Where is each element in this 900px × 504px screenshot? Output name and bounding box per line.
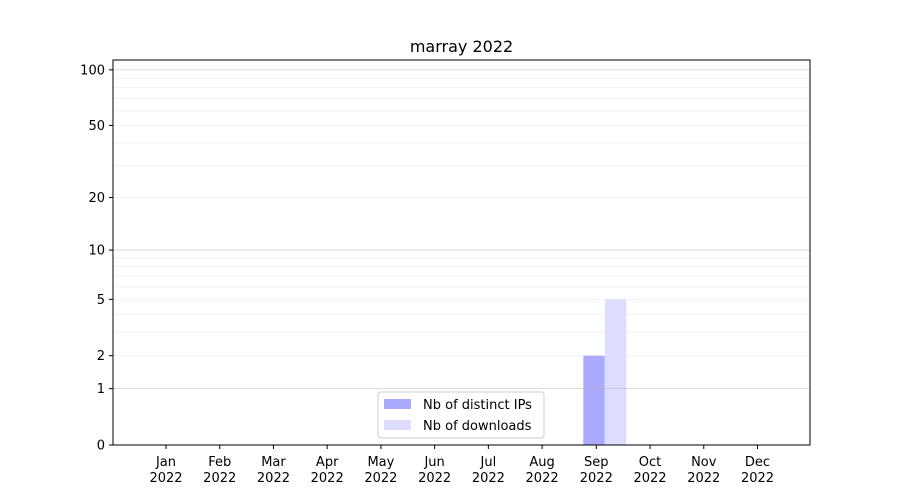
x-tick-label: Aug	[529, 455, 554, 470]
major-grid	[113, 69, 810, 390]
x-tick-label: Apr	[316, 455, 339, 470]
legend: Nb of distinct IPs Nb of downloads	[377, 391, 545, 439]
x-tick-label-year: 2022	[526, 471, 559, 486]
legend-label-ips: Nb of distinct IPs	[423, 398, 532, 413]
y-tick-label: 2	[97, 349, 105, 364]
x-tick-label-year: 2022	[418, 471, 451, 486]
legend-frame	[377, 391, 545, 439]
x-tick-label-year: 2022	[257, 471, 290, 486]
x-tick-label: Feb	[208, 455, 231, 470]
legend-label-downloads: Nb of downloads	[423, 419, 532, 434]
x-tick-label-year: 2022	[633, 471, 666, 486]
x-axis: Jan2022Feb2022Mar2022Apr2022May2022Jun20…	[149, 445, 774, 486]
x-tick-label: May	[367, 455, 394, 470]
chart-title: marray 2022	[410, 37, 513, 56]
x-tick-label: Oct	[639, 455, 661, 470]
x-tick-label: Dec	[745, 455, 770, 470]
bar-ips	[583, 355, 605, 445]
plot-frame	[112, 59, 811, 446]
x-tick-label-year: 2022	[149, 471, 182, 486]
x-tick-label-year: 2022	[311, 471, 344, 486]
x-tick-label-year: 2022	[203, 471, 236, 486]
legend-swatch-ips	[384, 399, 411, 409]
x-tick-label: Jan	[155, 455, 176, 470]
y-tick-label: 100	[80, 63, 105, 78]
x-tick-label: Mar	[261, 455, 286, 470]
x-tick-label: Nov	[691, 455, 717, 470]
legend-swatch-downloads	[384, 420, 411, 430]
y-tick-label: 0	[97, 439, 105, 454]
x-tick-label-year: 2022	[687, 471, 720, 486]
y-tick-label: 10	[88, 244, 105, 259]
x-tick-label-year: 2022	[580, 471, 613, 486]
x-tick-label: Sep	[584, 455, 609, 470]
x-tick-label-year: 2022	[472, 471, 505, 486]
y-tick-label: 1	[97, 382, 105, 397]
bars	[583, 299, 627, 445]
x-tick-label: Jul	[480, 455, 497, 470]
y-tick-label: 20	[88, 191, 105, 206]
y-tick-label: 5	[97, 293, 105, 308]
y-tick-label: 50	[88, 119, 105, 134]
bar-downloads	[604, 299, 627, 445]
y-axis: 0 1 2 5 10 20 50 100	[80, 63, 113, 454]
x-tick-label-year: 2022	[364, 471, 397, 486]
x-tick-label: Jun	[423, 455, 444, 470]
x-tick-label-year: 2022	[741, 471, 774, 486]
grid	[113, 77, 810, 357]
